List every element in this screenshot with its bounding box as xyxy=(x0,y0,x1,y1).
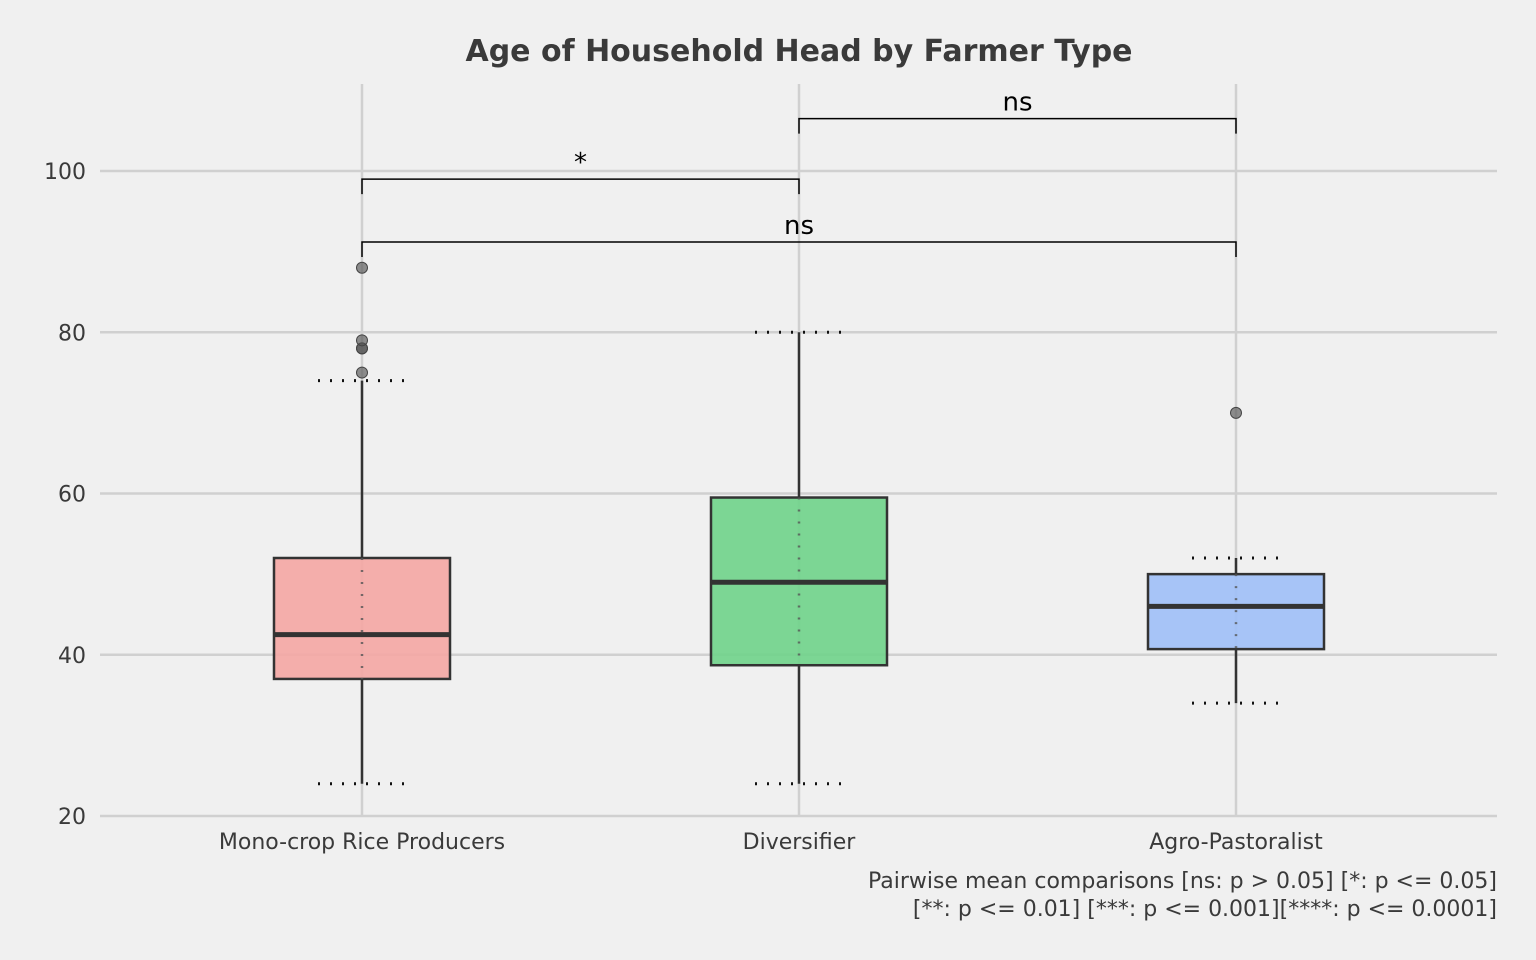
outlier-point xyxy=(356,261,368,274)
box-layer xyxy=(272,261,1326,786)
x-tick-label: Agro-Pastoralist xyxy=(1149,830,1323,855)
comparison-bracket: ns xyxy=(361,211,1237,257)
box-group xyxy=(1146,406,1326,705)
y-tick-label: 60 xyxy=(58,483,86,508)
outlier-point xyxy=(356,366,368,379)
significance-label: * xyxy=(574,148,587,178)
y-tick-label: 80 xyxy=(58,321,86,346)
significance-layer: * ns ns xyxy=(361,88,1237,257)
comparison-bracket: * xyxy=(361,148,800,195)
outlier-point xyxy=(1230,406,1242,419)
footnote-line-2: [**: p <= 0.01] [***: p <= 0.001][****: … xyxy=(913,897,1497,922)
chart-title: Age of Household Head by Farmer Type xyxy=(465,34,1132,69)
x-tick-label: Diversifier xyxy=(743,830,857,855)
y-tick-label: 100 xyxy=(44,160,86,185)
axis-layer: 20 40 60 80 100 Mono-crop Rice Producers Diver… xyxy=(44,160,1323,855)
box-group xyxy=(709,330,889,786)
box-group xyxy=(272,261,452,786)
y-tick-label: 40 xyxy=(58,644,86,669)
bracket-line xyxy=(798,117,1237,134)
comparison-bracket: ns xyxy=(798,88,1237,134)
significance-label: ns xyxy=(784,211,814,241)
y-tick-label: 20 xyxy=(58,805,86,830)
x-tick-label: Mono-crop Rice Producers xyxy=(219,830,505,855)
bracket-line xyxy=(361,241,1237,257)
significance-label: ns xyxy=(1002,88,1032,118)
footnote-line-1: Pairwise mean comparisons [ns: p > 0.05]… xyxy=(868,869,1497,894)
outlier-point xyxy=(356,334,368,347)
bracket-line xyxy=(361,178,800,195)
